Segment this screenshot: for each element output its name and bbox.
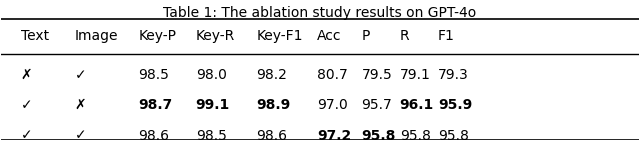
Text: Key-F1: Key-F1	[256, 29, 303, 43]
Text: R: R	[399, 29, 409, 43]
Text: Text: Text	[20, 29, 49, 43]
Text: 98.5: 98.5	[138, 68, 169, 82]
Text: 98.6: 98.6	[138, 128, 170, 142]
Text: 79.5: 79.5	[362, 68, 392, 82]
Text: Image: Image	[75, 29, 118, 43]
Text: P: P	[362, 29, 370, 43]
Text: 79.3: 79.3	[438, 68, 468, 82]
Text: 95.7: 95.7	[362, 98, 392, 112]
Text: 98.0: 98.0	[196, 68, 227, 82]
Text: 97.0: 97.0	[317, 98, 348, 112]
Text: 99.1: 99.1	[196, 98, 230, 112]
Text: 79.1: 79.1	[399, 68, 431, 82]
Text: ✓: ✓	[20, 98, 32, 112]
Text: 95.8: 95.8	[399, 128, 431, 142]
Text: F1: F1	[438, 29, 455, 43]
Text: 98.9: 98.9	[256, 98, 291, 112]
Text: ✓: ✓	[75, 128, 86, 142]
Text: 96.1: 96.1	[399, 98, 434, 112]
Text: 97.2: 97.2	[317, 128, 351, 142]
Text: Key-P: Key-P	[138, 29, 177, 43]
Text: Table 1: The ablation study results on GPT-4o: Table 1: The ablation study results on G…	[163, 6, 477, 20]
Text: 98.6: 98.6	[256, 128, 287, 142]
Text: 95.8: 95.8	[362, 128, 396, 142]
Text: 80.7: 80.7	[317, 68, 348, 82]
Text: Key-R: Key-R	[196, 29, 235, 43]
Text: 95.9: 95.9	[438, 98, 472, 112]
Text: ✓: ✓	[75, 68, 86, 82]
Text: ✗: ✗	[20, 68, 32, 82]
Text: 98.7: 98.7	[138, 98, 173, 112]
Text: 98.2: 98.2	[256, 68, 287, 82]
Text: 98.5: 98.5	[196, 128, 227, 142]
Text: ✗: ✗	[75, 98, 86, 112]
Text: Acc: Acc	[317, 29, 341, 43]
Text: ✓: ✓	[20, 128, 32, 142]
Text: 95.8: 95.8	[438, 128, 468, 142]
